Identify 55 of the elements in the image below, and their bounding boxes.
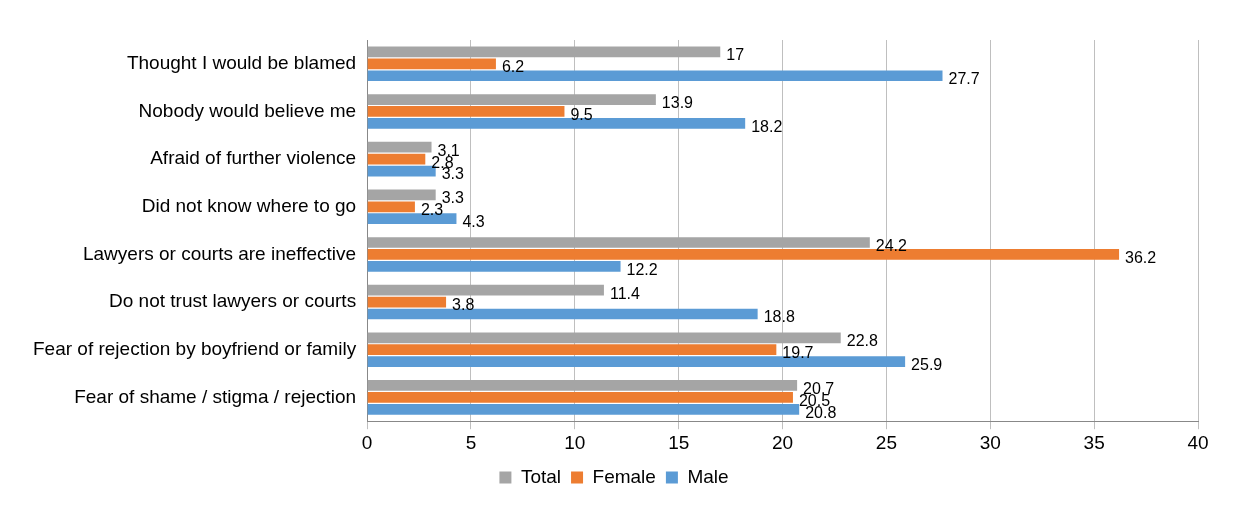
y-tick-label: Do not trust lawyers or courts: [109, 290, 357, 312]
data-label: 11.4: [609, 284, 640, 302]
bar: [367, 46, 721, 58]
bar: [367, 260, 621, 272]
x-tick-label: 25: [875, 431, 897, 453]
legend-label: Total: [520, 465, 562, 487]
bar: [367, 332, 841, 344]
y-tick-label: Fear of rejection by boyfriend or family: [33, 337, 357, 359]
bar: [367, 403, 800, 415]
y-tick-label: Thought I would be blamed: [126, 52, 357, 74]
bar: [367, 392, 793, 403]
x-tick-label: 35: [1083, 431, 1105, 453]
bar: [367, 356, 906, 367]
x-tick-label: 15: [668, 431, 690, 453]
bar: [367, 189, 436, 201]
bar: [367, 308, 758, 320]
data-label: 13.9: [661, 93, 694, 111]
y-tick-label: Nobody would believe me: [138, 99, 357, 121]
data-label: 27.7: [948, 70, 980, 88]
y-tick-label: Did not know where to go: [141, 195, 357, 217]
bar: [367, 284, 604, 296]
bar: [367, 94, 656, 105]
bar: [367, 118, 746, 129]
data-label: 25.9: [911, 356, 943, 374]
data-label: 12.2: [626, 260, 658, 278]
x-tick-label: 20: [772, 431, 794, 453]
data-label: 19.7: [782, 344, 814, 362]
bar: [367, 141, 432, 153]
data-label: 4.3: [462, 213, 485, 231]
bar: [367, 249, 1120, 260]
bar: [367, 153, 426, 165]
data-label: 17: [726, 46, 745, 64]
y-tick-label: Lawyers or courts are ineffective: [82, 242, 357, 264]
legend-label: Male: [687, 465, 729, 487]
y-tick-label: Afraid of further violence: [150, 147, 357, 169]
y-tick-label: Fear of shame / stigma / rejection: [74, 385, 357, 407]
data-label: 18.8: [763, 308, 795, 326]
bar: [367, 70, 943, 82]
data-label: 22.8: [846, 332, 878, 350]
bar: [367, 237, 870, 248]
bar: [367, 380, 798, 391]
bar: [367, 296, 447, 308]
data-label: 18.2: [751, 117, 783, 135]
legend-label: Female: [592, 465, 656, 487]
data-label: 36.2: [1125, 248, 1157, 266]
bar: [367, 213, 457, 225]
x-tick-label: 0: [361, 431, 373, 453]
x-tick-label: 10: [564, 431, 586, 453]
bar: [367, 58, 496, 70]
bar: [367, 106, 565, 117]
x-tick-label: 30: [979, 431, 1001, 453]
bar: [367, 201, 415, 213]
x-tick-label: 5: [465, 431, 477, 453]
x-tick-label: 40: [1187, 431, 1209, 453]
bar: [367, 344, 777, 356]
